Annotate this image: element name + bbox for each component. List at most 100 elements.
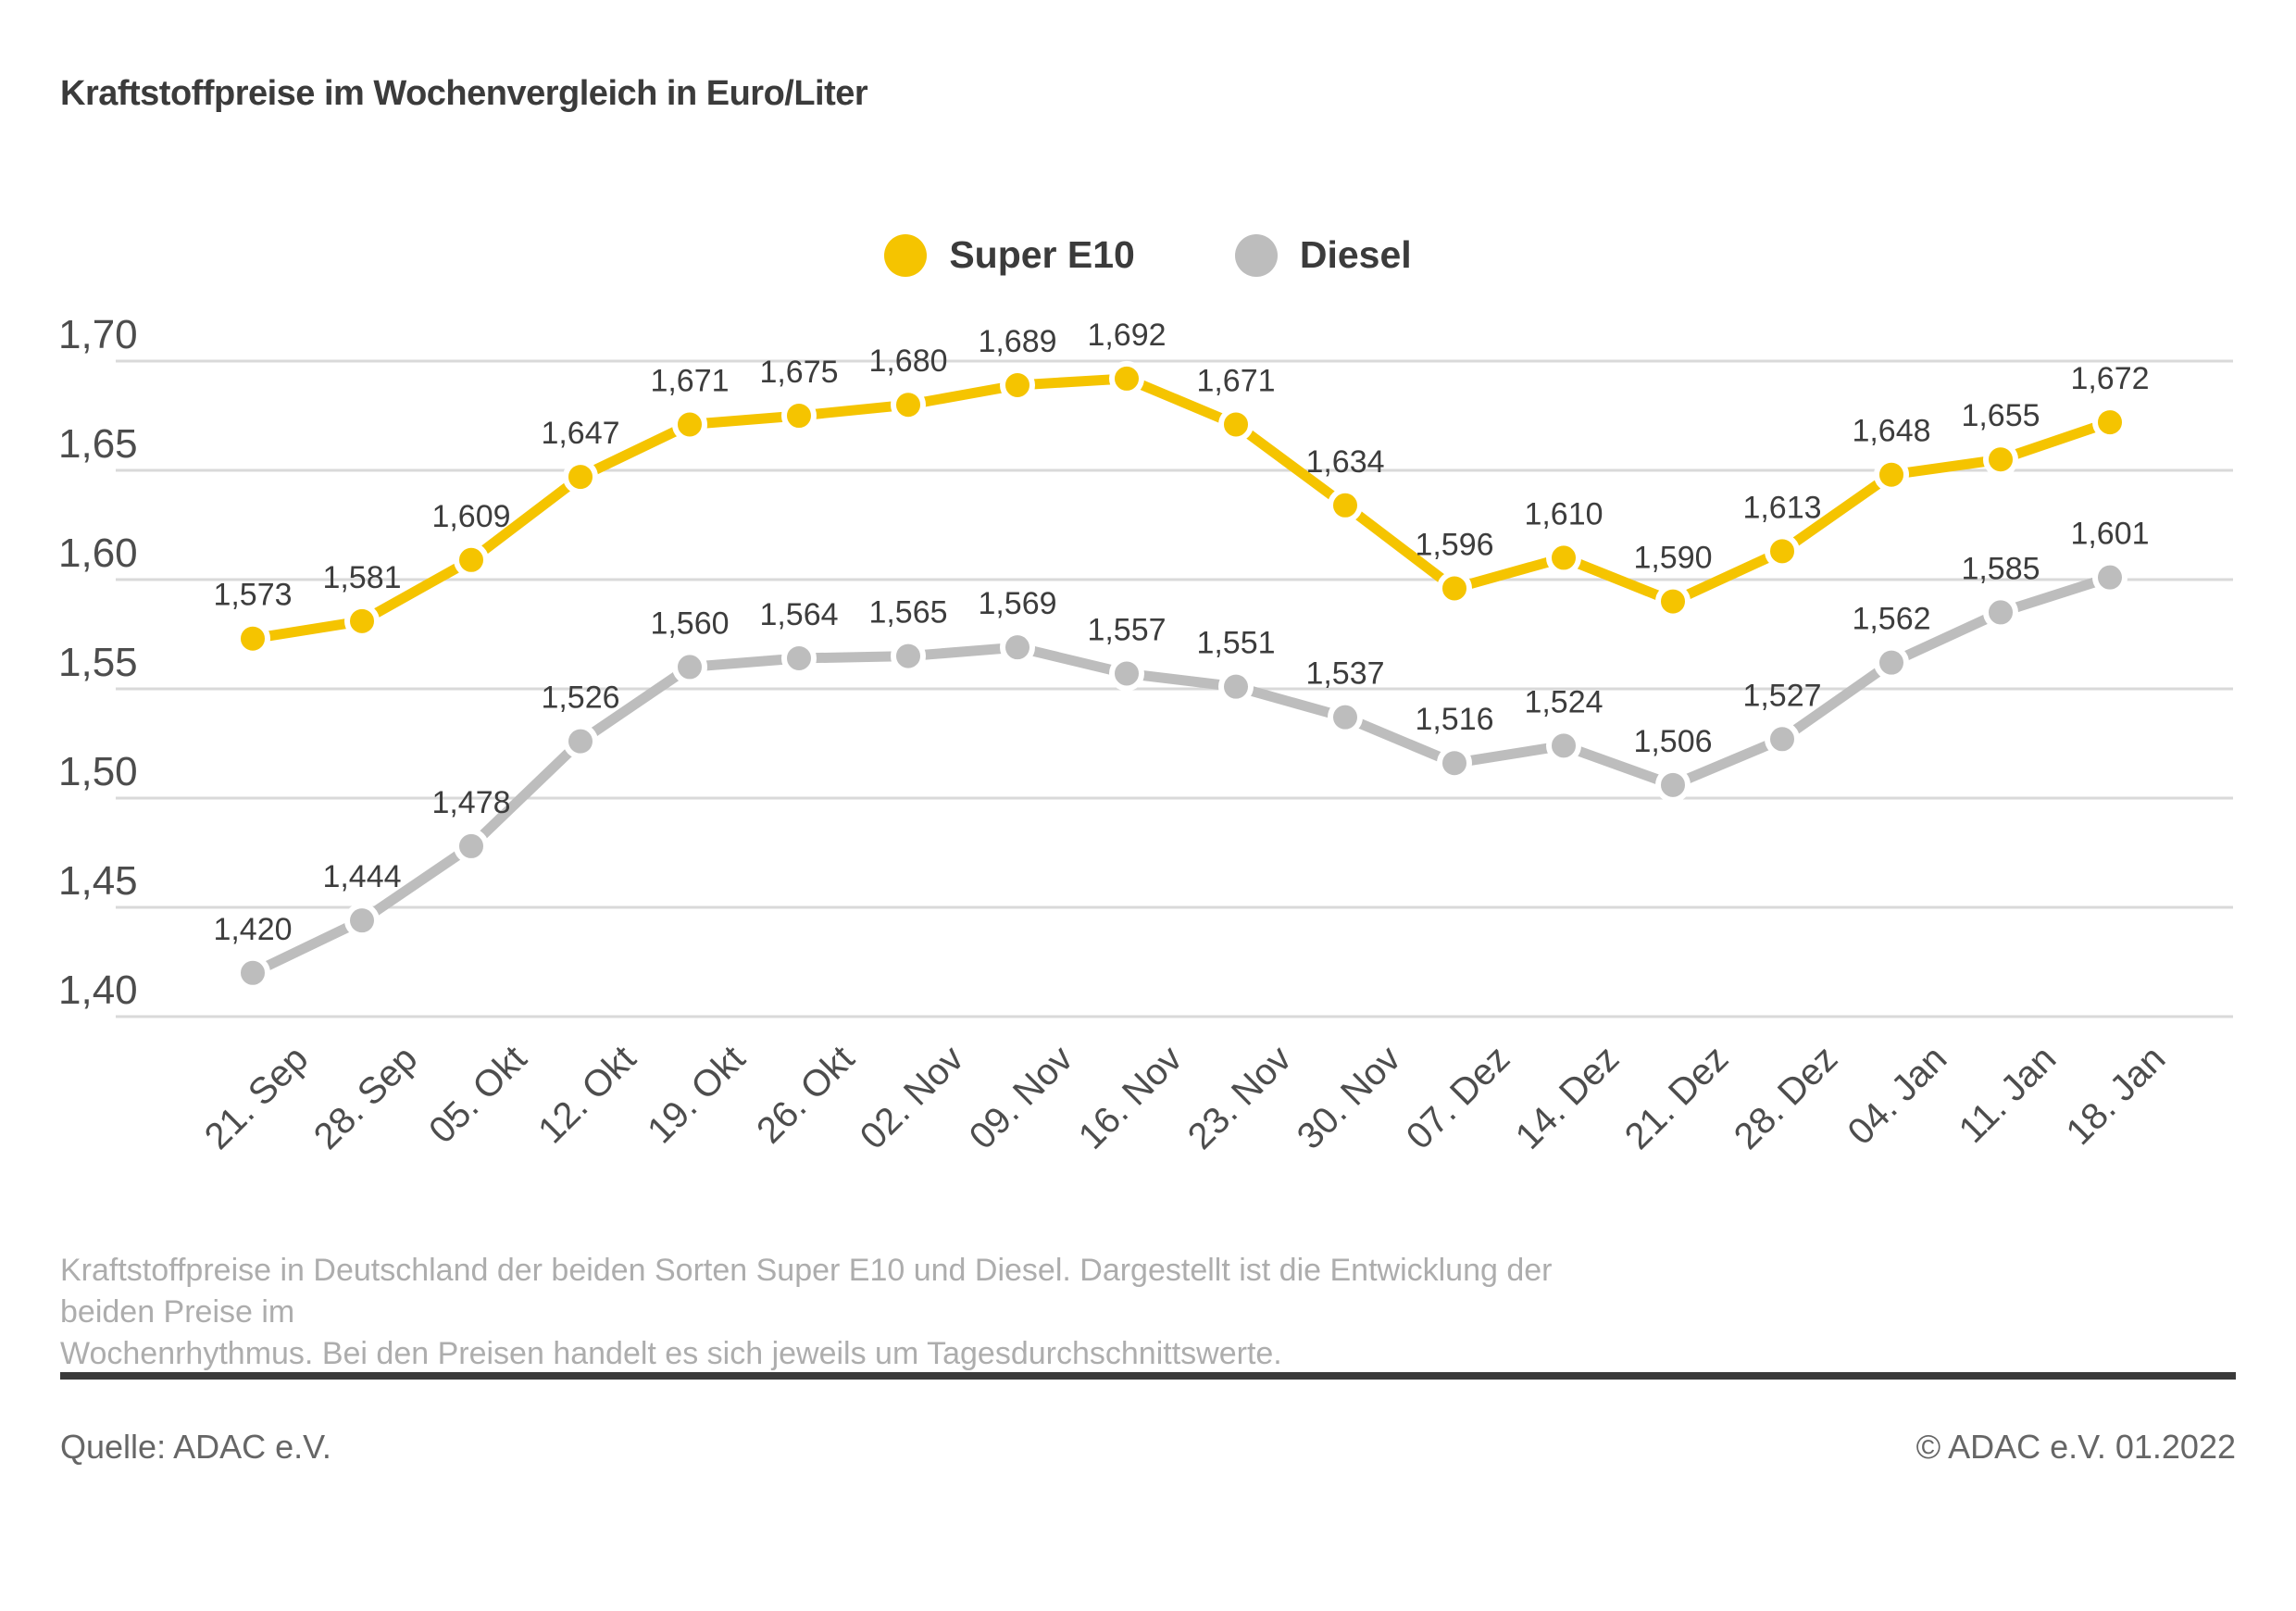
x-axis-tick-label: 21. Dez bbox=[1617, 1038, 1737, 1157]
data-point-label-super-e10: 1,613 bbox=[1742, 490, 1821, 525]
x-axis-tick-label: 21. Sep bbox=[197, 1038, 317, 1157]
data-point-label-super-e10: 1,610 bbox=[1524, 496, 1603, 531]
data-point-diesel bbox=[2092, 559, 2128, 595]
data-point-diesel bbox=[1765, 721, 1800, 757]
data-point-label-diesel: 1,557 bbox=[1087, 612, 1166, 647]
y-axis-tick-label: 1,40 bbox=[58, 968, 138, 1013]
data-point-label-super-e10: 1,680 bbox=[868, 343, 947, 379]
data-point-label-super-e10: 1,689 bbox=[978, 324, 1056, 359]
data-point-label-diesel: 1,585 bbox=[1961, 551, 2040, 586]
data-point-diesel bbox=[1983, 594, 2018, 631]
x-axis-tick-label: 14. Dez bbox=[1508, 1038, 1628, 1157]
data-point-label-diesel: 1,506 bbox=[1633, 724, 1712, 759]
data-point-label-super-e10: 1,596 bbox=[1415, 527, 1493, 562]
data-point-label-super-e10: 1,581 bbox=[322, 560, 401, 595]
data-point-super-e10 bbox=[1874, 456, 1909, 493]
data-point-super-e10 bbox=[1655, 583, 1691, 619]
x-axis-tick-label: 19. Okt bbox=[640, 1038, 753, 1151]
x-axis-tick-label: 11. Jan bbox=[1952, 1038, 2065, 1151]
data-point-super-e10 bbox=[1328, 487, 1363, 523]
x-axis-tick-label: 07. Dez bbox=[1399, 1038, 1518, 1157]
legend-marker-diesel-icon bbox=[1234, 233, 1278, 277]
data-point-label-diesel: 1,601 bbox=[2070, 517, 2149, 552]
data-point-label-super-e10: 1,648 bbox=[1852, 414, 1930, 449]
data-point-label-diesel: 1,420 bbox=[213, 912, 292, 947]
y-axis-tick-label: 1,45 bbox=[58, 858, 138, 904]
x-axis-tick-label: 16. Nov bbox=[1071, 1038, 1191, 1157]
x-axis-tick-label: 05. Okt bbox=[421, 1038, 534, 1151]
data-point-label-super-e10: 1,672 bbox=[2070, 361, 2149, 396]
data-point-label-super-e10: 1,647 bbox=[541, 416, 619, 451]
data-point-diesel bbox=[1874, 644, 1909, 681]
legend-marker-super-e10-icon bbox=[884, 233, 928, 277]
chart-legend: Super E10 Diesel bbox=[0, 233, 2296, 277]
data-point-diesel bbox=[454, 828, 489, 864]
data-point-label-diesel: 1,478 bbox=[431, 785, 510, 820]
data-point-super-e10 bbox=[454, 542, 489, 578]
data-point-label-diesel: 1,562 bbox=[1852, 602, 1930, 637]
chart-description: Kraftstoffpreise in Deutschland der beid… bbox=[60, 1250, 1634, 1375]
y-axis-tick-label: 1,70 bbox=[58, 315, 138, 357]
x-axis-tick-label: 26. Okt bbox=[749, 1038, 862, 1151]
x-axis-tick-label: 23. Nov bbox=[1180, 1038, 1300, 1157]
data-point-label-diesel: 1,526 bbox=[541, 681, 619, 716]
y-axis-tick-label: 1,65 bbox=[58, 421, 138, 467]
data-point-label-diesel: 1,560 bbox=[650, 606, 729, 641]
data-point-label-super-e10: 1,609 bbox=[431, 499, 510, 534]
data-point-diesel bbox=[563, 723, 598, 759]
data-point-label-super-e10: 1,671 bbox=[1196, 363, 1275, 398]
y-axis-tick-label: 1,60 bbox=[58, 531, 138, 576]
copyright-text: © ADAC e.V. 01.2022 bbox=[1915, 1428, 2236, 1466]
data-point-label-super-e10: 1,655 bbox=[1961, 398, 2040, 433]
data-point-label-super-e10: 1,671 bbox=[650, 363, 729, 398]
data-point-label-diesel: 1,565 bbox=[868, 595, 947, 631]
data-point-label-diesel: 1,527 bbox=[1742, 678, 1821, 713]
data-point-diesel bbox=[344, 903, 380, 939]
data-point-label-diesel: 1,537 bbox=[1305, 656, 1384, 692]
series-line-diesel bbox=[250, 572, 2112, 978]
x-axis-tick-label: 12. Okt bbox=[530, 1038, 643, 1151]
data-point-super-e10 bbox=[1109, 360, 1144, 396]
x-axis-tick-label: 02. Nov bbox=[853, 1038, 972, 1157]
x-axis-tick-label: 04. Jan bbox=[1840, 1038, 1954, 1153]
data-point-label-super-e10: 1,692 bbox=[1087, 318, 1166, 353]
data-point-label-diesel: 1,569 bbox=[978, 586, 1056, 621]
y-axis-tick-label: 1,50 bbox=[58, 749, 138, 794]
data-point-super-e10 bbox=[1546, 540, 1581, 576]
data-point-diesel bbox=[1218, 668, 1254, 705]
data-point-super-e10 bbox=[235, 620, 270, 656]
chart-description-line-2: Wochenrhythmus. Bei den Preisen handelt … bbox=[60, 1336, 1282, 1371]
data-point-label-diesel: 1,516 bbox=[1415, 702, 1493, 737]
x-axis-tick-label: 30. Nov bbox=[1290, 1038, 1409, 1157]
series-line-super-e10 bbox=[252, 373, 2112, 644]
data-point-super-e10 bbox=[344, 603, 380, 639]
legend-item-diesel: Diesel bbox=[1234, 233, 1412, 277]
x-axis-tick-label: 28. Dez bbox=[1727, 1038, 1846, 1157]
data-point-diesel bbox=[1109, 656, 1144, 692]
data-point-label-diesel: 1,444 bbox=[322, 859, 401, 894]
data-point-diesel bbox=[1655, 767, 1691, 803]
source-text: Quelle: ADAC e.V. bbox=[60, 1428, 331, 1466]
data-point-super-e10 bbox=[1218, 406, 1254, 443]
data-point-label-super-e10: 1,634 bbox=[1305, 444, 1384, 480]
y-axis-tick-label: 1,55 bbox=[58, 640, 138, 685]
data-point-super-e10 bbox=[1437, 570, 1472, 606]
data-point-label-diesel: 1,524 bbox=[1524, 684, 1603, 719]
data-point-super-e10 bbox=[1765, 533, 1800, 569]
data-point-diesel bbox=[891, 638, 926, 674]
data-point-diesel bbox=[672, 649, 707, 685]
chart-description-line-1: Kraftstoffpreise in Deutschland der beid… bbox=[60, 1253, 1553, 1330]
data-point-super-e10 bbox=[1983, 442, 2018, 478]
data-point-super-e10 bbox=[2092, 405, 2128, 441]
data-point-super-e10 bbox=[781, 398, 817, 433]
data-point-diesel bbox=[1328, 699, 1363, 735]
data-point-label-super-e10: 1,675 bbox=[759, 355, 838, 390]
legend-label-diesel: Diesel bbox=[1299, 233, 1412, 276]
data-point-label-diesel: 1,564 bbox=[759, 597, 838, 632]
x-axis-tick-label: 18. Jan bbox=[2058, 1038, 2173, 1153]
data-point-super-e10 bbox=[563, 459, 598, 495]
legend-label-super-e10: Super E10 bbox=[949, 233, 1135, 276]
data-point-diesel bbox=[1437, 745, 1472, 781]
data-point-diesel bbox=[1546, 728, 1581, 764]
